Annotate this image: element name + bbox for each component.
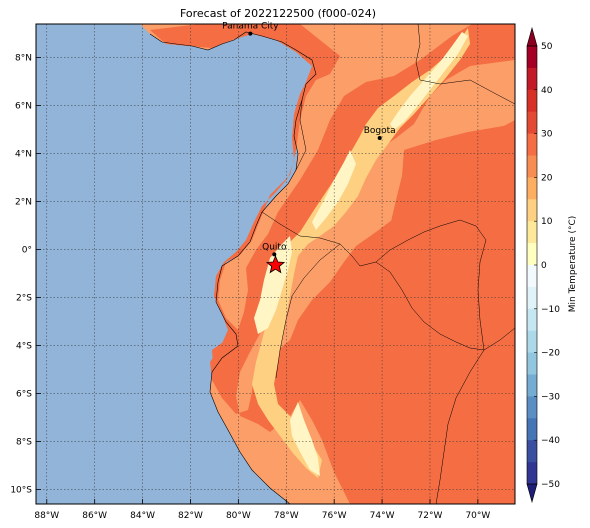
- colorbar-tick-label: 20: [541, 173, 553, 183]
- colorbar-tick-label: 0: [541, 261, 547, 271]
- map-frame: [35, 23, 516, 505]
- colorbar-tick-label: −10: [541, 305, 560, 315]
- colorbar-label: Min Temperature (°C): [568, 216, 578, 313]
- city-label: Quito: [262, 242, 287, 252]
- land-warm-north-fill: [150, 24, 515, 504]
- colorbar-band: [527, 396, 537, 419]
- x-tick-label: 78°W: [274, 511, 299, 521]
- colorbar-tick-label: 10: [541, 217, 553, 227]
- country-border-line-6: [275, 243, 341, 379]
- y-tick-label: 2°N: [15, 198, 32, 208]
- x-tick-label: 86°W: [82, 511, 107, 521]
- y-tick-label: 6°N: [15, 102, 32, 112]
- colorbar-band: [527, 330, 537, 353]
- city-label: Panama City: [222, 22, 279, 32]
- land-warm-east-fill: [390, 124, 515, 258]
- x-tick-label: 84°W: [130, 511, 155, 521]
- chart-title: Forecast of 2022122500 (f000-024): [179, 7, 377, 20]
- colorbar-band: [527, 308, 537, 332]
- map-panel: 88°W 86°W 84°W 82°W 80°W 78°W 76°W 74°W 72°W 70°W…: [10, 22, 516, 521]
- colorbar-under-triangle: [526, 483, 538, 504]
- country-border-line-5: [435, 349, 485, 505]
- y-tick-label: 8°S: [16, 438, 32, 448]
- coastline-line: [149, 31, 317, 505]
- colorbar-band: [527, 286, 537, 310]
- x-tick-label: 72°W: [418, 511, 443, 521]
- colorbar-over-triangle: [526, 26, 538, 47]
- land-cool-band-fill: [252, 28, 470, 478]
- colorbar-band: [527, 155, 537, 178]
- colorbar-tick-label: 50: [541, 42, 553, 52]
- colorbar-tick-label: 30: [541, 130, 553, 140]
- x-tick-label: 70°W: [465, 511, 490, 521]
- land-cold-south-fill: [290, 402, 320, 476]
- country-border-line-3: [415, 23, 516, 105]
- city-dot: [248, 31, 253, 36]
- colorbar-band: [527, 133, 537, 156]
- y-tick-label: 4°S: [16, 342, 32, 352]
- colorbar-band: [527, 440, 537, 463]
- x-tick-label: 80°W: [226, 511, 251, 521]
- x-tick-label: 76°W: [322, 511, 347, 521]
- colorbar-band: [527, 199, 537, 222]
- colorbar-band: [527, 89, 537, 113]
- colorbar-band: [527, 243, 537, 266]
- colorbar-tick-label: −40: [541, 436, 560, 446]
- land-cold-ridge-north-fill: [390, 32, 468, 130]
- x-tick-label: 88°W: [34, 511, 59, 521]
- country-border-line-2: [375, 219, 487, 351]
- colorbar-tick-label: −20: [541, 349, 560, 359]
- colorbar-band: [527, 418, 537, 441]
- colorbar-band: [527, 111, 537, 134]
- x-tick-label: 74°W: [370, 511, 395, 521]
- star-marker: [265, 255, 286, 274]
- x-tick-label: 82°W: [178, 511, 203, 521]
- colorbar-tick-label: −50: [541, 480, 560, 490]
- y-tick-label: 8°N: [15, 54, 32, 64]
- colorbar-band: [527, 46, 537, 69]
- y-tick-label: 10°S: [10, 486, 32, 496]
- land-cold-core-fill: [254, 236, 292, 334]
- city-dot: [272, 252, 277, 257]
- colorbar-band: [527, 221, 537, 244]
- y-tick-label: 6°S: [16, 390, 32, 400]
- axis-ticks: 88°W 86°W 84°W 82°W 80°W 78°W 76°W 74°W 72°W 70°W…: [10, 54, 490, 521]
- y-tick-label: 4°N: [15, 150, 32, 160]
- y-tick-label: 0°: [22, 246, 32, 256]
- y-tick-label: 2°S: [16, 294, 32, 304]
- colorbar-band: [527, 374, 537, 397]
- country-border-line: [261, 211, 516, 351]
- city-label: Bogota: [364, 126, 396, 136]
- city-markers: Panama City Bogota Quito: [222, 22, 396, 274]
- country-border-line-4: [295, 99, 307, 171]
- colorbar-tick-label: 40: [541, 86, 553, 96]
- land-warm-coast-fill: [212, 340, 238, 396]
- colorbar: 50 40 30 20 10 0 −10 −20 −30 −40 −50: [526, 26, 560, 504]
- colorbar-band: [527, 265, 537, 288]
- gridlines: [36, 24, 515, 504]
- city-dot: [377, 136, 382, 140]
- colorbar-tick-label: −30: [541, 392, 560, 402]
- colorbar-band: [527, 177, 537, 200]
- colorbar-band: [527, 352, 537, 375]
- colorbar-band: [527, 462, 537, 485]
- colorbar-band: [527, 67, 537, 91]
